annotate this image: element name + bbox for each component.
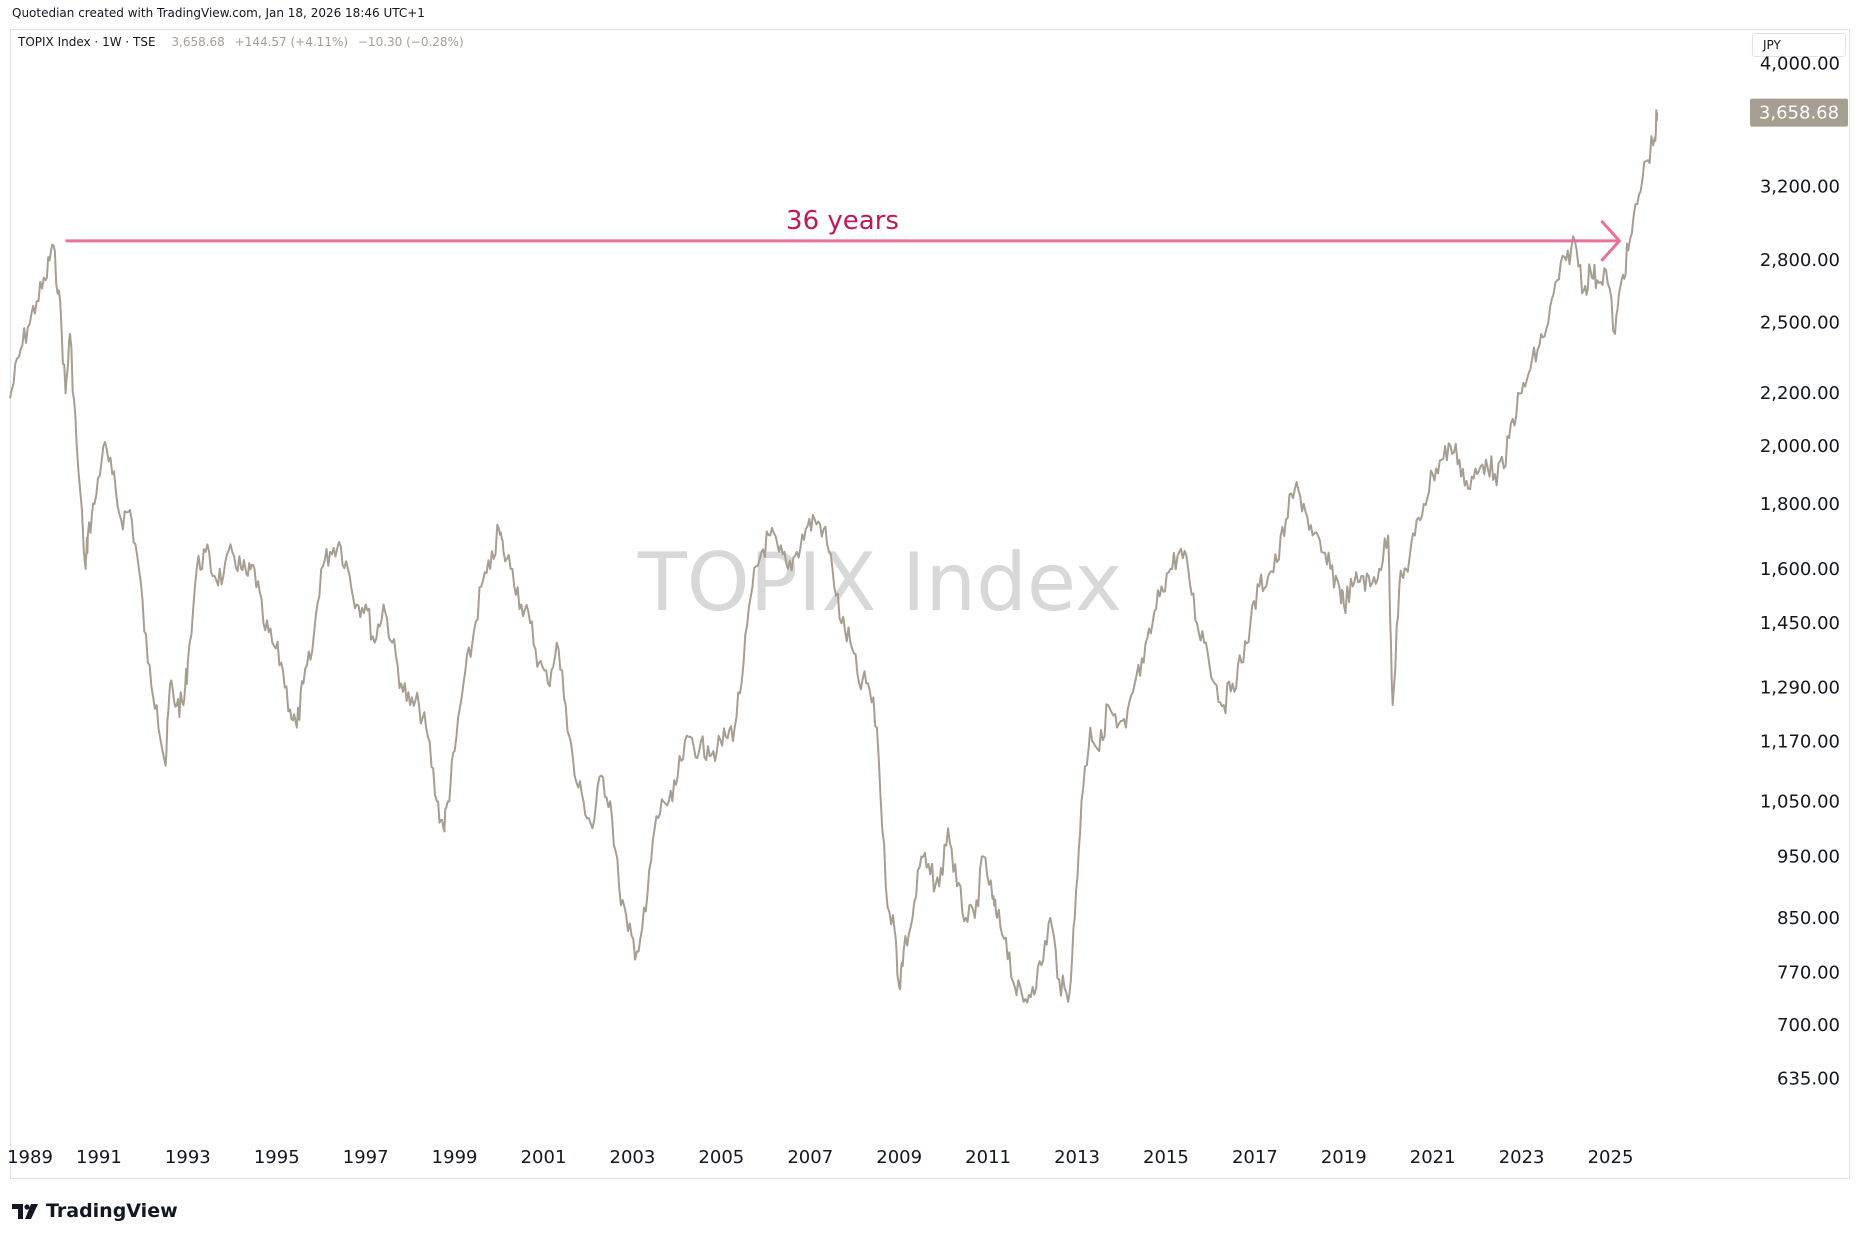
y-tick-label: 1,170.00 [1760,732,1840,753]
x-tick-label: 1991 [76,1147,122,1168]
x-tick-label: 2009 [876,1147,922,1168]
legend-values: 3,658.68 +144.57 (+4.11%) −10.30 (−0.28%… [165,35,463,49]
y-tick-label: 1,290.00 [1760,678,1840,699]
price-line [9,109,1659,1004]
brand-name: TradingView [46,1200,178,1222]
chart-credit: Quotedian created with TradingView.com, … [12,6,425,20]
x-tick-label: 1999 [432,1147,478,1168]
x-tick-label: 2011 [965,1147,1011,1168]
y-tick-label: 2,000.00 [1760,436,1840,457]
x-tick-label: 2023 [1499,1147,1545,1168]
annotation-group: 36 years [65,206,1622,262]
last-price-label: 3,658.68 [1759,103,1839,124]
y-tick-label: 1,050.00 [1760,791,1840,812]
annotation-label: 36 years [786,206,899,236]
y-tick-label: 1,800.00 [1760,494,1840,515]
y-tick-label: 2,200.00 [1760,383,1840,404]
legend-last: 3,658.68 [171,35,225,49]
last-price-box [1750,98,1848,127]
y-tick-label: 1,600.00 [1760,559,1840,580]
y-tick-label: 1,450.00 [1760,613,1840,634]
y-tick-label: 700.00 [1777,1015,1840,1036]
x-tick-label: 1997 [343,1147,389,1168]
x-tick-label: 2013 [1054,1147,1100,1168]
y-tick-label: 770.00 [1777,962,1840,983]
chart-legend: TOPIX Index · 1W · TSE 3,658.68 +144.57 … [18,35,464,49]
y-tick-label: 635.00 [1777,1069,1840,1090]
x-tick-label: 2017 [1232,1147,1278,1168]
y-tick-label: 2,500.00 [1760,313,1840,334]
x-tick-label: 2001 [521,1147,567,1168]
x-tick-label: 2015 [1143,1147,1189,1168]
y-axis[interactable]: 635.00 700.00 770.00 850.00 950.00 1,050.00 1,… [1760,53,1840,1089]
legend-symbol[interactable]: TOPIX Index · 1W · TSE [18,35,156,49]
y-tick-label: 850.00 [1777,908,1840,929]
x-tick-label: 2019 [1321,1147,1367,1168]
x-tick-label: 2021 [1410,1147,1456,1168]
y-tick-label: 950.00 [1777,846,1840,867]
x-tick-label: 1995 [254,1147,300,1168]
x-tick-label: 2007 [787,1147,833,1168]
annotation-arrow-head [1600,219,1622,262]
tradingview-logo-icon [12,1204,38,1219]
x-tick-label: 2003 [610,1147,656,1168]
x-axis[interactable]: 1989 1991 1993 1995 1997 1999 2001 2003 2005 2007… [7,1147,1633,1168]
last-price-marker: 3,658.68 [1750,98,1848,127]
tradingview-brand[interactable]: TradingView [12,1200,178,1222]
y-tick-label: 4,000.00 [1760,53,1840,74]
chart-watermark: TOPIX Index [637,536,1122,629]
x-tick-label: 1993 [165,1147,211,1168]
legend-change: +144.57 (+4.11%) [234,35,349,49]
x-tick-label: 2005 [698,1147,744,1168]
x-tick-label: 2025 [1588,1147,1634,1168]
legend-change-secondary: −10.30 (−0.28%) [357,35,464,49]
chart-frame [10,29,1850,1179]
y-tick-label: 2,800.00 [1760,250,1840,271]
y-tick-label: 3,200.00 [1760,177,1840,198]
x-tick-label: 1989 [7,1147,53,1168]
currency-selector[interactable]: JPY [1752,33,1846,57]
